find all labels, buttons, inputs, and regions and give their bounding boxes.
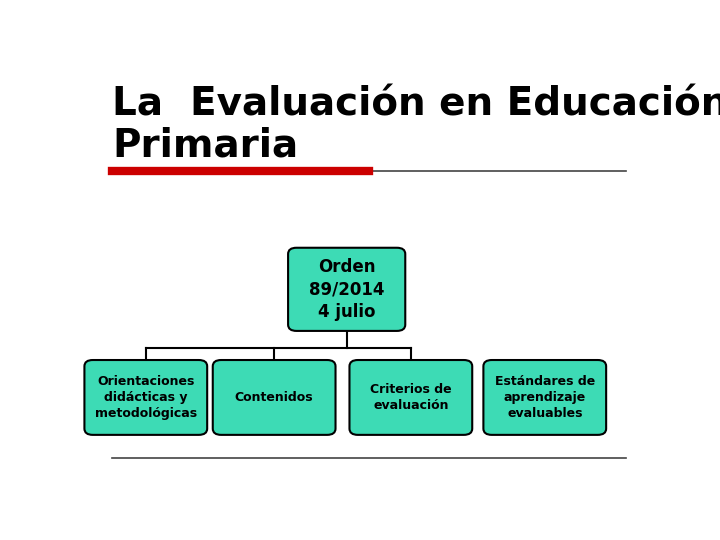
FancyBboxPatch shape — [84, 360, 207, 435]
Text: Orden
89/2014
4 julio: Orden 89/2014 4 julio — [309, 258, 384, 321]
Text: Contenidos: Contenidos — [235, 391, 313, 404]
Text: Orientaciones
didácticas y
metodológicas: Orientaciones didácticas y metodológicas — [95, 375, 197, 420]
FancyBboxPatch shape — [288, 248, 405, 331]
Text: Estándares de
aprendizaje
evaluables: Estándares de aprendizaje evaluables — [495, 375, 595, 420]
Text: Criterios de
evaluación: Criterios de evaluación — [370, 383, 451, 412]
Text: La  Evaluación en Educación
Primaria: La Evaluación en Educación Primaria — [112, 85, 720, 165]
FancyBboxPatch shape — [349, 360, 472, 435]
FancyBboxPatch shape — [483, 360, 606, 435]
FancyBboxPatch shape — [213, 360, 336, 435]
